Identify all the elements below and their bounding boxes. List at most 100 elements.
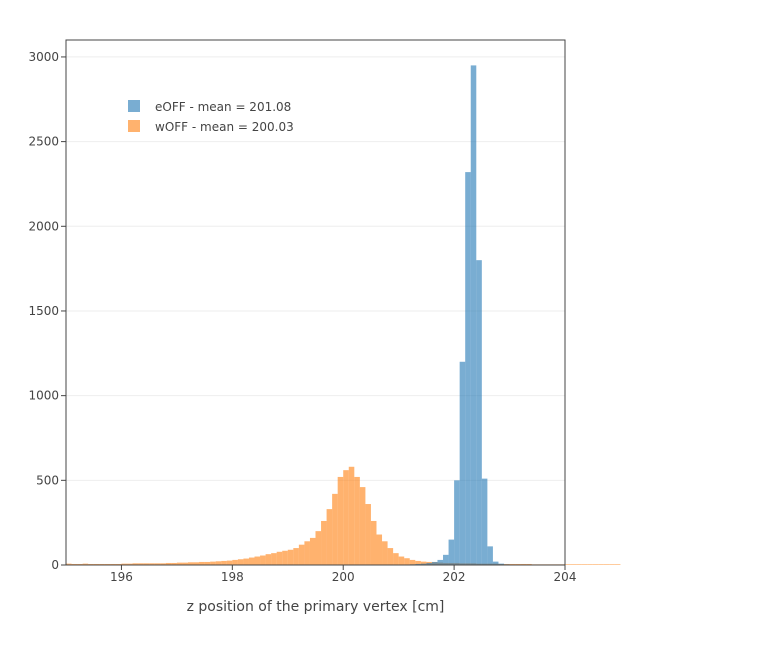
bar[interactable] (199, 561, 205, 565)
bar[interactable] (232, 559, 238, 565)
bar[interactable] (77, 563, 83, 565)
bar[interactable] (415, 563, 421, 565)
x-tick-label: 198 (221, 570, 244, 584)
bar[interactable] (315, 531, 322, 565)
bar[interactable] (82, 563, 89, 565)
bar[interactable] (409, 559, 416, 565)
bar[interactable] (326, 509, 333, 565)
bar[interactable] (576, 564, 582, 565)
bar[interactable] (88, 563, 94, 565)
bar[interactable] (66, 563, 72, 565)
bar[interactable] (132, 563, 139, 565)
bar[interactable] (182, 562, 188, 565)
bar[interactable] (99, 563, 105, 565)
bar[interactable] (587, 564, 593, 565)
bar[interactable] (393, 553, 399, 565)
bar[interactable] (71, 563, 78, 565)
bar[interactable] (337, 476, 344, 565)
bar[interactable] (304, 541, 310, 565)
bar[interactable] (448, 539, 455, 565)
bar[interactable] (520, 563, 527, 565)
bar[interactable] (138, 563, 144, 565)
bar[interactable] (165, 562, 172, 565)
bar[interactable] (609, 564, 615, 565)
bar[interactable] (176, 562, 183, 565)
bar[interactable] (614, 564, 621, 565)
bar[interactable] (443, 554, 449, 565)
bar[interactable] (365, 504, 371, 565)
bar[interactable] (332, 493, 338, 565)
bar[interactable] (465, 172, 471, 565)
bar[interactable] (454, 480, 460, 565)
bar[interactable] (309, 537, 316, 565)
bar[interactable] (204, 561, 211, 565)
bar[interactable] (160, 563, 166, 565)
bar[interactable] (110, 563, 116, 565)
bar[interactable] (437, 559, 444, 565)
bar[interactable] (298, 544, 305, 565)
bar[interactable] (293, 548, 299, 565)
bar[interactable] (282, 550, 288, 565)
bar[interactable] (260, 555, 266, 565)
bar[interactable] (603, 564, 610, 565)
bar[interactable] (243, 558, 249, 565)
bar[interactable] (420, 563, 427, 565)
bar[interactable] (254, 556, 261, 565)
bar[interactable] (171, 562, 177, 565)
bar[interactable] (237, 559, 244, 565)
bar[interactable] (210, 561, 216, 565)
legend-item-1[interactable]: wOFF - mean = 200.03 (128, 120, 294, 134)
bar[interactable] (426, 562, 432, 565)
bar[interactable] (376, 534, 383, 565)
bar[interactable] (487, 546, 493, 565)
bar[interactable] (149, 563, 155, 565)
bar[interactable] (581, 564, 588, 565)
bar[interactable] (215, 561, 222, 565)
bar[interactable] (420, 561, 427, 565)
legend[interactable]: eOFF - mean = 201.08 wOFF - mean = 200.03 (128, 100, 294, 134)
bar[interactable] (398, 556, 405, 565)
bar[interactable] (481, 478, 488, 565)
bar[interactable] (509, 563, 516, 565)
bar[interactable] (126, 563, 133, 565)
legend-item-0[interactable]: eOFF - mean = 201.08 (128, 100, 291, 114)
bar[interactable] (354, 476, 360, 565)
bar[interactable] (570, 564, 577, 565)
bar[interactable] (221, 560, 227, 565)
bar[interactable] (459, 361, 466, 565)
bar[interactable] (343, 470, 349, 565)
bar[interactable] (359, 487, 366, 565)
bar[interactable] (187, 562, 194, 565)
bar[interactable] (515, 563, 521, 565)
bar[interactable] (592, 564, 599, 565)
bar[interactable] (382, 541, 388, 565)
bar[interactable] (476, 260, 482, 565)
bar[interactable] (93, 563, 100, 565)
x-tick-label: 196 (110, 570, 133, 584)
bar[interactable] (248, 557, 255, 565)
bar[interactable] (498, 563, 505, 565)
bar[interactable] (143, 563, 150, 565)
bar[interactable] (321, 520, 327, 565)
bar[interactable] (387, 548, 394, 565)
bar[interactable] (565, 564, 571, 565)
bar[interactable] (404, 558, 410, 565)
bar[interactable] (431, 561, 438, 565)
bar[interactable] (276, 551, 283, 565)
bar[interactable] (415, 560, 421, 565)
bar[interactable] (287, 549, 294, 565)
bar[interactable] (154, 563, 161, 565)
bar[interactable] (115, 563, 122, 565)
bar[interactable] (598, 564, 604, 565)
bar[interactable] (526, 563, 532, 565)
bar[interactable] (271, 553, 277, 565)
bar[interactable] (492, 561, 499, 565)
bar[interactable] (265, 554, 272, 565)
bar[interactable] (104, 563, 111, 565)
bar[interactable] (193, 562, 200, 565)
bar[interactable] (370, 520, 377, 565)
bar[interactable] (470, 65, 477, 565)
bar[interactable] (348, 466, 355, 565)
bar[interactable] (226, 560, 233, 565)
bar[interactable] (121, 563, 127, 565)
